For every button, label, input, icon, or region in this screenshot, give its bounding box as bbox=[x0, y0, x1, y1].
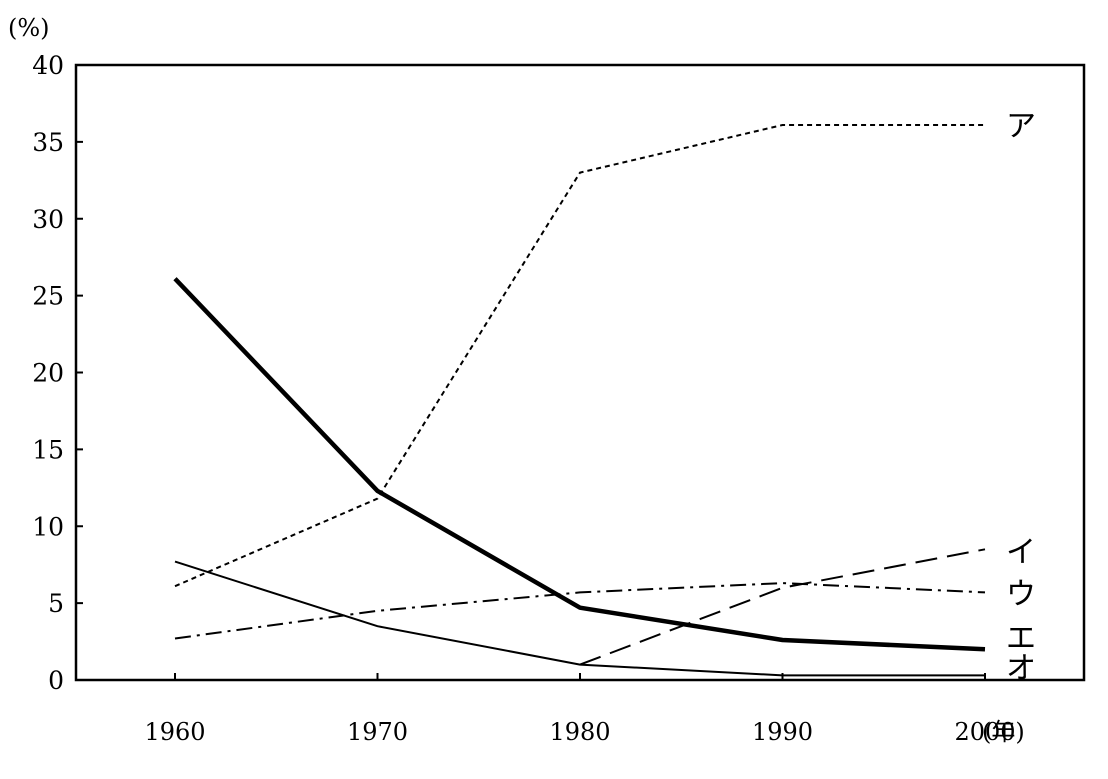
x-axis-ticks: 1960 1970 1980 1990 2000 bbox=[144, 673, 1016, 746]
x-tick-label: 2000 bbox=[954, 718, 1015, 746]
y-unit-label: (%) bbox=[8, 14, 50, 42]
series-label-2: イ bbox=[1006, 535, 1036, 570]
y-tick-label: 35 bbox=[32, 128, 64, 157]
x-tick-label: 1970 bbox=[347, 718, 408, 746]
series-line-3 bbox=[174, 582, 986, 640]
y-tick-label: 40 bbox=[32, 51, 64, 80]
y-tick-label: 20 bbox=[32, 359, 64, 388]
y-tick-label: 30 bbox=[32, 205, 64, 234]
series-line-5 bbox=[174, 560, 985, 677]
x-tick-label: 1990 bbox=[752, 718, 813, 746]
y-tick-label: 5 bbox=[48, 589, 64, 618]
y-tick-label: 15 bbox=[32, 435, 64, 464]
x-tick-label: 1980 bbox=[549, 718, 610, 746]
x-unit-label: (年) bbox=[982, 718, 1025, 746]
series-label-5: オ bbox=[1006, 651, 1036, 686]
series-line-1 bbox=[174, 124, 985, 588]
series-line-2 bbox=[579, 548, 986, 666]
series-label-1: ア bbox=[1006, 109, 1036, 144]
series-label-3: ウ bbox=[1006, 577, 1036, 612]
y-tick-label: 10 bbox=[32, 512, 64, 541]
series-lines bbox=[173, 124, 986, 677]
series-line-4 bbox=[173, 277, 986, 652]
y-tick-label: 25 bbox=[32, 282, 64, 311]
y-tick-label: 0 bbox=[48, 666, 64, 695]
y-axis-ticks: 0 5 10 15 20 25 30 35 40 bbox=[32, 51, 83, 695]
x-tick-label: 1960 bbox=[144, 718, 205, 746]
series-label-4: エ bbox=[1006, 621, 1036, 656]
plot-frame bbox=[74, 63, 1086, 682]
